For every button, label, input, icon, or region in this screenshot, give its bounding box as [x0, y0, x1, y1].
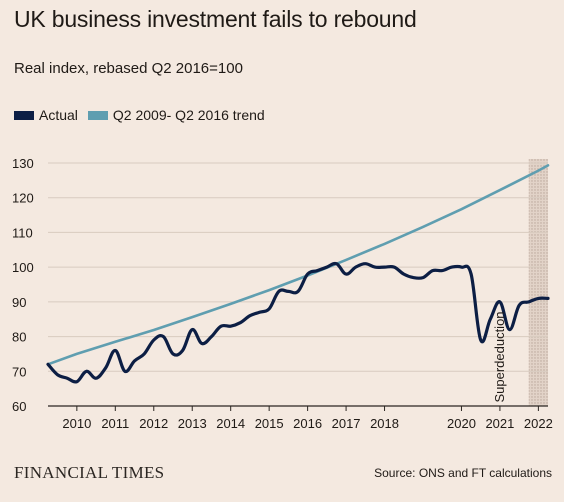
y-tick-label-70: 70 [12, 364, 26, 379]
x-tick-label-2021: 2021 [485, 416, 514, 431]
legend-swatch-trend [87, 110, 108, 120]
shaded-region [528, 159, 548, 406]
x-tick-label-2020: 2020 [447, 416, 476, 431]
annotation-superdeduction: Superdeduction [492, 311, 507, 402]
legend-label-trend: Q2 2009- Q2 2016 trend [112, 107, 265, 123]
legend: Actual Q2 2009- Q2 2016 trend [14, 107, 275, 123]
x-tick-label-2017: 2017 [332, 416, 361, 431]
chart-title: UK business investment fails to rebound [14, 6, 417, 32]
x-tick-label-2011: 2011 [101, 416, 129, 431]
legend-swatch-actual [14, 110, 34, 120]
x-tick-label-2015: 2015 [255, 416, 284, 431]
x-tick-label-2016: 2016 [293, 416, 322, 431]
x-tick-label-2013: 2013 [178, 416, 207, 431]
y-tick-label-80: 80 [12, 330, 26, 345]
legend-item-trend: Q2 2009- Q2 2016 trend [87, 107, 265, 123]
y-tick-label-130: 130 [12, 156, 34, 171]
y-tick-label-90: 90 [12, 295, 26, 310]
series-line-trend [46, 164, 550, 366]
x-tick-label-2012: 2012 [139, 416, 168, 431]
x-tick-label-2018: 2018 [370, 416, 399, 431]
x-tick-label-2014: 2014 [216, 416, 245, 431]
chart-subtitle: Real index, rebased Q2 2016=100 [14, 60, 243, 77]
source-note: Source: ONS and FT calculations [374, 466, 552, 480]
series-line-actual [46, 261, 550, 384]
ft-logo: FINANCIAL TIMES [14, 463, 165, 482]
y-tick-label-100: 100 [12, 260, 34, 275]
x-tick-label-2022: 2022 [524, 416, 553, 431]
y-tick-label-120: 120 [12, 191, 34, 206]
y-tick-label-60: 60 [12, 399, 26, 414]
legend-label-actual: Actual [39, 107, 78, 123]
legend-item-actual: Actual [14, 107, 78, 123]
y-tick-label-110: 110 [12, 225, 33, 240]
x-tick-label-2010: 2010 [62, 416, 91, 431]
